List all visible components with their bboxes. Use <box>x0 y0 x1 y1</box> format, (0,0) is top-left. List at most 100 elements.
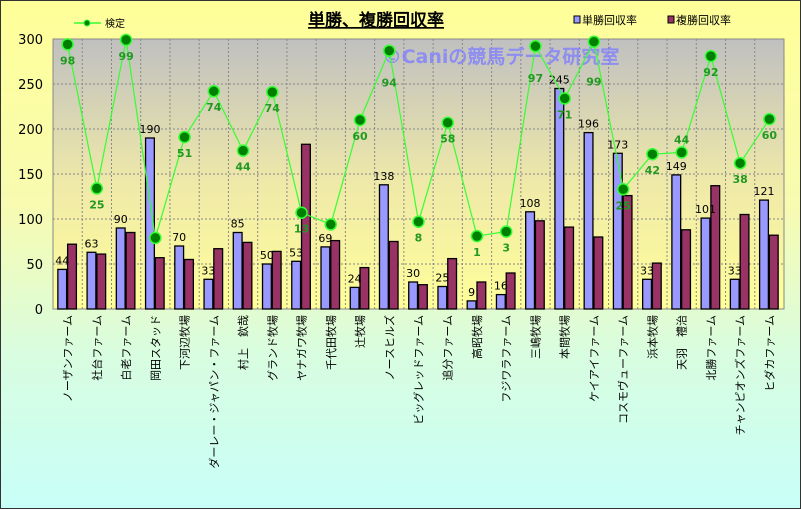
line-point-test <box>266 85 279 99</box>
line-point-test <box>704 49 718 63</box>
x-tick-label: 白老ファーム <box>119 315 133 381</box>
y-tick-label: 250 <box>18 78 43 93</box>
chart-title: 単勝、複勝回収率 <box>308 10 444 31</box>
y-tick-label: 0 <box>35 303 43 318</box>
bar-win-return <box>495 293 506 310</box>
line-point-test <box>178 130 191 144</box>
x-tick-label: 三嶋牧場 <box>528 315 542 359</box>
x-tick-label: 千代田牧場 <box>324 315 338 370</box>
data-label-win: 70 <box>172 231 186 244</box>
line-point-test <box>763 112 776 126</box>
data-label-test: 44 <box>235 161 251 174</box>
data-label-test: 44 <box>674 133 690 146</box>
bar-win-return <box>525 211 536 310</box>
data-label-test: 99 <box>586 76 601 89</box>
line-point-test <box>207 84 221 98</box>
x-tick-label: ヒダカファーム <box>762 315 776 392</box>
x-tick-label: ヤナガワ牧場 <box>295 315 309 381</box>
data-label-win: 101 <box>695 203 716 216</box>
data-label-win: 24 <box>348 272 362 285</box>
bar-place-return <box>66 243 78 310</box>
data-label-win: 53 <box>289 246 303 259</box>
x-tick-label: ビッグレッドファーム <box>412 315 426 425</box>
data-label-test: 58 <box>440 133 455 146</box>
bar-place-return <box>505 272 516 310</box>
line-point-test <box>383 44 396 57</box>
data-label-win: 138 <box>373 170 394 183</box>
x-tick-label: 辻牧場 <box>353 315 367 348</box>
bar-win-return <box>320 246 331 310</box>
legend-bar-2: 複勝回収率 <box>667 13 731 27</box>
bar-win-return <box>86 251 97 310</box>
bar-place-return <box>476 281 487 310</box>
data-label-test: 8 <box>415 232 423 245</box>
bar-place-return <box>593 236 604 310</box>
bar-win-return <box>261 263 272 310</box>
bar-place-return <box>271 250 282 310</box>
bar-win-return <box>554 87 565 310</box>
data-label-test: 13 <box>294 223 309 236</box>
bar-win-return <box>612 152 623 310</box>
bar-place-return <box>125 231 136 310</box>
legend-label: 検定 <box>105 17 125 30</box>
x-tick-label: 下河辺牧場 <box>178 315 192 370</box>
line-point-test <box>499 225 513 238</box>
data-label-test: 60 <box>762 129 778 142</box>
line-point-test <box>733 156 747 170</box>
bar-win-return <box>349 286 360 310</box>
legend-bar-1: 単勝回収率 <box>573 13 637 27</box>
bar-win-return <box>641 278 653 310</box>
x-tick-label: 岡田スタッド <box>149 315 162 381</box>
bar-win-return <box>437 285 448 310</box>
data-label-win: 121 <box>753 185 774 198</box>
line-point-test <box>236 144 250 157</box>
bar-win-return <box>57 268 68 310</box>
bar-win-return <box>408 281 419 310</box>
x-tick-label: 社台ファーム <box>90 315 104 381</box>
legend-label: 単勝回収率 <box>582 13 637 27</box>
line-point-test <box>324 218 338 231</box>
data-label-win: 30 <box>406 267 420 280</box>
bar-place-return <box>183 258 195 310</box>
data-label-test: 74 <box>265 102 281 115</box>
bar-win-return <box>466 300 477 310</box>
data-label-test: 97 <box>528 72 543 85</box>
x-tick-label: 天羽 禮治 <box>675 315 689 370</box>
line-point-test <box>149 231 162 245</box>
data-label-test: 98 <box>60 54 75 67</box>
bar-place-return <box>564 226 575 310</box>
data-label-win: 85 <box>231 218 245 231</box>
x-tick-label: チャンピオンズファーム <box>733 315 747 435</box>
bar-win-return <box>203 278 214 310</box>
bar-place-return <box>768 234 779 310</box>
bar-place-return <box>96 253 107 310</box>
bar-win-return <box>232 231 243 310</box>
line-point-test <box>353 113 367 127</box>
data-label-test: 71 <box>557 108 572 121</box>
legend-line: 検定 <box>74 17 125 30</box>
bar-place-return <box>359 266 370 310</box>
line-point-test <box>119 33 133 47</box>
data-label-win: 44 <box>55 254 69 267</box>
data-label-test: 1 <box>473 246 481 259</box>
bar-place-return <box>710 185 721 310</box>
data-label-test: 42 <box>645 164 660 177</box>
data-label-test: 25 <box>616 199 631 212</box>
bar-win-return <box>758 199 770 310</box>
data-label-win: 90 <box>114 213 128 226</box>
y-tick-label: 150 <box>18 168 43 183</box>
x-tick-label: ダーレー・ジャパン・ファーム <box>207 315 221 469</box>
bar-place-return <box>447 257 458 310</box>
data-label-win: 149 <box>666 160 687 173</box>
bar-win-return <box>115 227 126 310</box>
x-tick-label: 北勝ファーム <box>704 315 718 381</box>
x-tick-label: ノーザンファーム <box>62 315 75 402</box>
data-label-win: 173 <box>607 138 628 151</box>
bar-win-return <box>378 184 389 310</box>
data-label-win: 25 <box>435 272 449 285</box>
bar-place-return <box>300 143 311 310</box>
bar-win-return <box>671 174 682 310</box>
data-label-test: 92 <box>703 66 718 79</box>
line-point-test <box>412 215 425 228</box>
